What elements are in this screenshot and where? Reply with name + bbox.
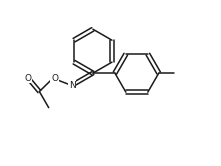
Text: O: O	[25, 74, 32, 83]
Text: N: N	[69, 81, 75, 90]
Text: O: O	[51, 74, 58, 83]
